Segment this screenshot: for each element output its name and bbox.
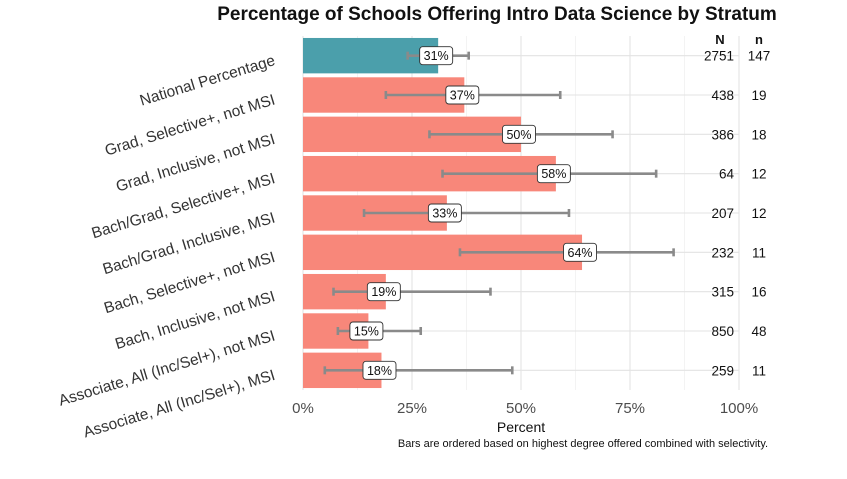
count-n-1: 19	[751, 88, 766, 103]
column-header-n: n	[755, 32, 763, 47]
chart-title: Percentage of Schools Offering Intro Dat…	[217, 4, 777, 25]
count-n-5: 11	[752, 245, 766, 260]
data-label-box-8	[362, 360, 397, 380]
data-label-box-3	[536, 164, 571, 184]
count-N-4: 207	[711, 206, 734, 221]
x-axis-title: Percent	[497, 419, 545, 435]
count-n-7: 48	[751, 324, 766, 339]
x-tick-label-4: 100%	[720, 400, 758, 417]
count-n-6: 16	[751, 285, 766, 300]
count-N-8: 259	[711, 363, 734, 378]
x-tick-label-0: 0%	[292, 400, 314, 417]
data-label-box-5	[563, 242, 597, 262]
data-label-1: 37%	[450, 89, 475, 103]
data-label-3: 58%	[541, 167, 566, 181]
count-n-8: 11	[752, 363, 766, 378]
data-label-box-6	[366, 282, 401, 302]
count-N-6: 315	[711, 285, 734, 300]
chart-caption: Bars are ordered based on highest degree…	[398, 438, 768, 450]
data-label-2: 50%	[506, 128, 531, 142]
data-label-box-4	[427, 203, 462, 223]
data-label-0: 31%	[424, 49, 449, 63]
data-label-box-7	[349, 321, 384, 341]
data-label-box-0	[419, 46, 454, 66]
count-N-2: 386	[711, 127, 734, 142]
data-label-6: 19%	[371, 285, 396, 299]
count-n-2: 18	[751, 127, 766, 142]
category-label-7: Associate, All (Inc/Sel+), not MSI	[57, 328, 277, 410]
column-header-N: N	[715, 32, 724, 47]
data-label-4: 33%	[432, 207, 457, 221]
data-labels: 31% 37% 50% 58% 33% 64% 19% 15% 18%	[349, 46, 597, 380]
data-label-8: 18%	[367, 364, 392, 378]
count-N-7: 850	[711, 324, 734, 339]
x-axis-ticks: 0% 25% 50% 75% 100%	[292, 400, 758, 417]
bars	[303, 37, 583, 389]
data-label-5: 64%	[568, 246, 593, 260]
count-N-1: 438	[711, 88, 734, 103]
count-N-5: 232	[711, 245, 734, 260]
data-label-box-2	[502, 124, 536, 144]
count-n-4: 12	[751, 206, 766, 221]
count-n-0: 147	[748, 49, 771, 64]
count-N-3: 64	[719, 167, 735, 182]
x-tick-label-3: 75%	[615, 400, 645, 417]
count-N-0: 2751	[704, 49, 734, 64]
count-columns: 2751 147 438 19 386 18 64 12 207 12 232 11 315 16 850 4…	[704, 49, 770, 379]
x-tick-label-1: 25%	[397, 400, 427, 417]
count-n-3: 12	[751, 167, 766, 182]
x-tick-label-2: 50%	[506, 400, 536, 417]
data-label-7: 15%	[354, 325, 379, 339]
data-label-box-1	[445, 85, 480, 105]
